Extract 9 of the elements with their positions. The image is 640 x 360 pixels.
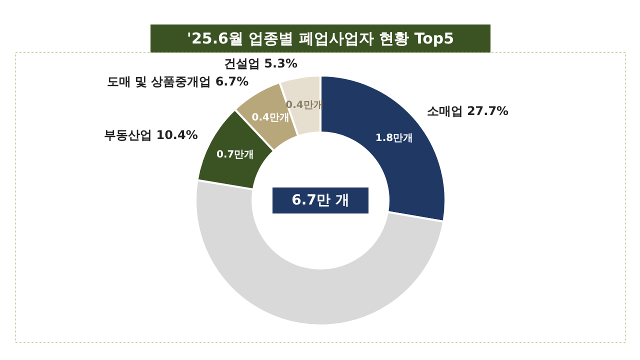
slice-label: 소매업 27.7% [426,104,509,118]
slice-label: 부동산업 10.4% [104,128,198,142]
text: 0.7만개 [216,150,254,161]
slice-label: 건설업 5.3% [224,56,298,70]
text: 6.7만 개 [292,192,350,208]
text: 1.8만개 [375,132,414,144]
slice-label: 도매 및 상품중개업 6.7% [106,74,249,89]
chart-title: '25.6월 업종별 폐업사업자 현황 Top5 [186,30,454,48]
text: 0.4만개 [252,112,290,124]
